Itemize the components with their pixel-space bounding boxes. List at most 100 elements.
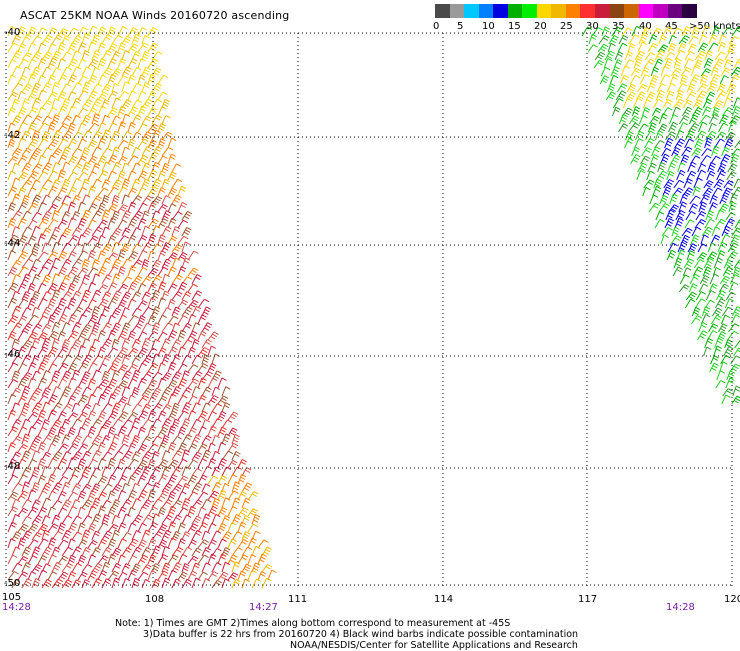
wind-barb: [167, 266, 177, 277]
wind-barb: [51, 370, 61, 381]
wind-barb: [101, 434, 111, 445]
wind-barb: [17, 490, 29, 501]
wind-barb: [161, 195, 171, 205]
wind-barb: [147, 282, 158, 293]
wind-barb: [37, 58, 47, 69]
wind-barb: [711, 145, 720, 157]
wind-barb: [117, 330, 128, 341]
wind-barb: [141, 82, 150, 93]
wind-barb: [653, 58, 664, 69]
wind-barb: [141, 131, 152, 141]
wind-barb: [187, 346, 196, 357]
wind-barb: [227, 572, 239, 581]
wind-barb: [11, 370, 21, 381]
wind-barb: [715, 209, 725, 221]
wind-barb: [247, 569, 257, 581]
wind-barb: [41, 66, 52, 77]
wind-barb: [77, 90, 89, 101]
wind-barb: [137, 138, 149, 149]
wind-barb: [37, 523, 49, 533]
legend-swatch: [551, 4, 566, 18]
wind-barb: [137, 58, 146, 69]
legend-label: 35: [612, 21, 625, 32]
wind-barb: [197, 347, 210, 357]
wind-barb: [598, 35, 610, 45]
wind-barb: [101, 451, 113, 461]
wind-barb: [181, 354, 192, 365]
wind-barb: [37, 554, 48, 565]
wind-barb: [171, 194, 182, 205]
wind-barb: [718, 283, 729, 293]
wind-barb: [27, 107, 39, 117]
wind-barb: [231, 531, 243, 541]
wind-barb: [157, 331, 168, 341]
wind-barb: [41, 179, 53, 189]
wind-barb: [227, 538, 237, 549]
wind-barb: [641, 27, 651, 37]
wind-barb: [37, 298, 48, 309]
wind-barb: [201, 530, 211, 541]
wind-barb: [67, 457, 77, 469]
wind-barb: [211, 353, 220, 365]
wind-barb: [71, 147, 83, 157]
wind-barb: [688, 203, 699, 213]
wind-barb: [171, 178, 183, 189]
wind-barb: [181, 497, 191, 509]
wind-barb: [187, 555, 199, 565]
wind-barb: [679, 274, 690, 285]
wind-barb: [641, 106, 651, 117]
wind-barb: [47, 298, 57, 309]
wind-barb: [17, 187, 27, 197]
wind-barb: [17, 523, 29, 533]
wind-barb: [61, 515, 73, 525]
lat-label: -40: [4, 27, 21, 38]
wind-barb: [227, 427, 238, 437]
wind-barb: [201, 322, 213, 333]
wind-barb: [121, 178, 131, 189]
wind-barb: [147, 201, 157, 213]
wind-barb: [191, 547, 202, 557]
wind-barb: [77, 298, 88, 309]
wind-barb: [47, 506, 56, 517]
wind-barb: [111, 34, 123, 45]
wind-barb: [127, 378, 138, 389]
wind-barb: [211, 513, 221, 525]
wind-barb: [211, 434, 220, 445]
wind-barb: [117, 235, 129, 245]
wind-barb: [81, 227, 93, 237]
wind-barb: [91, 483, 101, 493]
wind-barb: [177, 571, 188, 581]
wind-barb: [167, 187, 177, 197]
wind-barb: [61, 211, 71, 221]
wind-barb: [622, 98, 632, 109]
wind-barb: [77, 571, 88, 581]
wind-barb: [141, 564, 152, 573]
wind-barb: [131, 323, 143, 333]
wind-barb: [705, 130, 717, 141]
wind-barb: [31, 194, 42, 205]
wind-barb: [698, 121, 708, 133]
wind-barb: [714, 298, 726, 309]
wind-barb: [685, 291, 697, 301]
wind-barb: [631, 146, 641, 157]
wind-barb: [131, 162, 141, 173]
wind-barb: [41, 258, 54, 269]
wind-barb: [31, 273, 41, 285]
wind-barb: [37, 186, 48, 197]
wind-barb: [147, 297, 157, 309]
wind-barb: [107, 252, 119, 261]
wind-barb: [127, 58, 138, 69]
wind-barb: [131, 546, 142, 557]
wind-barb: [645, 91, 656, 101]
wind-barb: [161, 162, 170, 173]
wind-barb: [51, 419, 62, 429]
wind-barb: [67, 74, 77, 85]
wind-barb: [593, 59, 605, 69]
wind-barb: [207, 457, 217, 469]
wind-barb: [706, 82, 717, 93]
wind-barb: [141, 195, 153, 205]
wind-barb: [107, 26, 116, 37]
wind-barb: [197, 554, 209, 565]
wind-barb: [221, 531, 232, 541]
wind-barb: [71, 579, 82, 589]
